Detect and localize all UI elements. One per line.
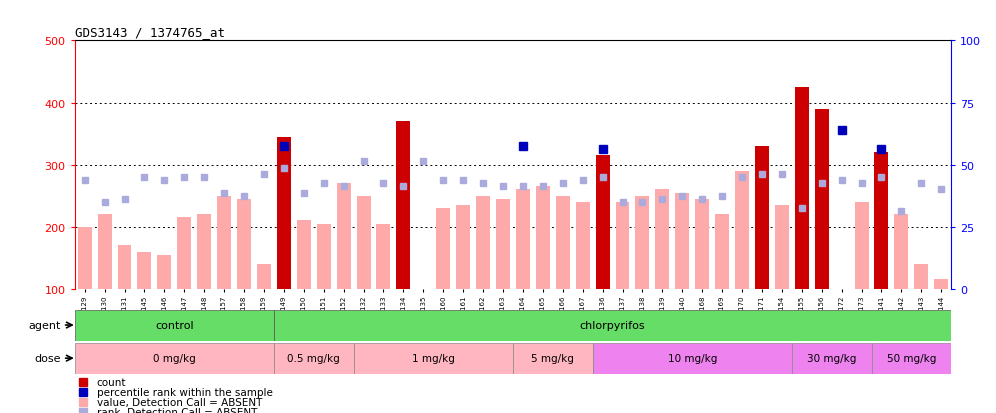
Bar bbox=[872, 343, 951, 374]
Bar bbox=[354, 343, 513, 374]
Bar bbox=[616, 202, 629, 289]
Text: GDS3143 / 1374765_at: GDS3143 / 1374765_at bbox=[75, 26, 225, 39]
Text: 10 mg/kg: 10 mg/kg bbox=[667, 353, 717, 363]
Bar bbox=[277, 138, 291, 289]
Text: 0.5 mg/kg: 0.5 mg/kg bbox=[288, 353, 340, 363]
Text: dose: dose bbox=[34, 353, 61, 363]
Bar bbox=[337, 184, 351, 289]
Bar bbox=[456, 206, 470, 289]
Bar bbox=[576, 202, 590, 289]
Bar bbox=[274, 343, 354, 374]
Bar bbox=[593, 343, 792, 374]
Text: control: control bbox=[155, 320, 193, 330]
Bar bbox=[317, 224, 331, 289]
Text: percentile rank within the sample: percentile rank within the sample bbox=[97, 387, 273, 397]
Text: count: count bbox=[97, 377, 126, 387]
Bar bbox=[755, 147, 769, 289]
Bar bbox=[237, 199, 251, 289]
Bar bbox=[596, 156, 610, 289]
Bar bbox=[496, 199, 510, 289]
Bar bbox=[516, 190, 530, 289]
Text: 5 mg/kg: 5 mg/kg bbox=[531, 353, 575, 363]
Bar bbox=[715, 215, 729, 289]
Bar bbox=[695, 199, 709, 289]
Bar bbox=[75, 343, 274, 374]
Bar bbox=[775, 206, 789, 289]
Bar bbox=[157, 255, 171, 289]
Text: 30 mg/kg: 30 mg/kg bbox=[807, 353, 857, 363]
Text: agent: agent bbox=[28, 320, 61, 330]
Bar bbox=[934, 280, 948, 289]
Bar bbox=[137, 252, 151, 289]
Text: chlorpyrifos: chlorpyrifos bbox=[580, 320, 645, 330]
Bar bbox=[177, 218, 191, 289]
Bar bbox=[914, 264, 928, 289]
Bar bbox=[874, 153, 888, 289]
Bar bbox=[376, 224, 390, 289]
Bar bbox=[98, 215, 112, 289]
Bar bbox=[197, 215, 211, 289]
Bar bbox=[792, 343, 872, 374]
Text: value, Detection Call = ABSENT: value, Detection Call = ABSENT bbox=[97, 397, 262, 407]
Bar bbox=[297, 221, 311, 289]
Bar bbox=[476, 196, 490, 289]
Bar bbox=[815, 109, 829, 289]
Text: 50 mg/kg: 50 mg/kg bbox=[886, 353, 936, 363]
Bar bbox=[675, 193, 689, 289]
Bar bbox=[735, 171, 749, 289]
Bar bbox=[118, 246, 131, 289]
Bar bbox=[75, 310, 274, 341]
Bar bbox=[396, 122, 410, 289]
Bar bbox=[78, 227, 92, 289]
Bar bbox=[655, 190, 669, 289]
Bar bbox=[536, 187, 550, 289]
Bar bbox=[274, 310, 951, 341]
Bar bbox=[894, 215, 908, 289]
Bar bbox=[357, 196, 371, 289]
Bar bbox=[556, 196, 570, 289]
Bar bbox=[217, 196, 231, 289]
Bar bbox=[436, 209, 450, 289]
Bar bbox=[795, 88, 809, 289]
Text: 1 mg/kg: 1 mg/kg bbox=[411, 353, 455, 363]
Bar bbox=[257, 264, 271, 289]
Text: 0 mg/kg: 0 mg/kg bbox=[153, 353, 195, 363]
Text: rank, Detection Call = ABSENT: rank, Detection Call = ABSENT bbox=[97, 406, 257, 413]
Bar bbox=[855, 202, 869, 289]
Bar bbox=[635, 196, 649, 289]
Bar bbox=[513, 343, 593, 374]
